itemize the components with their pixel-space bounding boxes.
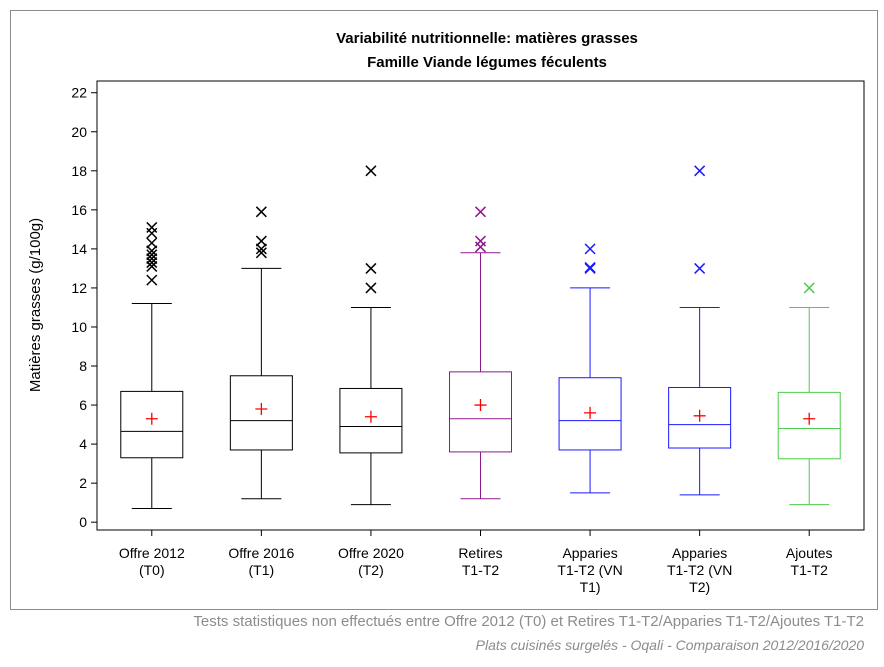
x-tick-label: T1-T2 xyxy=(791,562,829,578)
mean-marker xyxy=(584,406,597,419)
chart-subtitle: Famille Viande légumes féculents xyxy=(367,54,607,71)
mean-marker xyxy=(255,402,268,415)
x-tick-label: T1) xyxy=(580,579,601,595)
outlier-marker xyxy=(255,206,267,218)
outlier-marker xyxy=(474,241,487,253)
x-tick-label: (T1) xyxy=(249,562,275,578)
x-tick-label: Offre 2016 xyxy=(228,545,294,561)
y-tick-label: 0 xyxy=(79,514,87,530)
box-group xyxy=(777,282,841,506)
source-note: Plats cuisinés surgelés - Oqali - Compar… xyxy=(475,637,864,653)
y-tick-label: 6 xyxy=(79,397,87,413)
box-group xyxy=(449,206,512,500)
footnote: Tests statistiques non effectués entre O… xyxy=(193,613,864,630)
x-tick-label: T1-T2 (VN xyxy=(667,562,732,578)
outlier-marker xyxy=(694,262,706,274)
y-tick-label: 4 xyxy=(79,436,87,452)
outlier-marker xyxy=(146,274,158,286)
x-tick-label: T1-T2 (VN xyxy=(557,562,622,578)
iqr-box xyxy=(558,377,622,451)
outlier-marker xyxy=(694,165,706,177)
outlier-marker xyxy=(146,245,158,257)
outlier-marker xyxy=(146,260,158,272)
box-group xyxy=(558,243,622,494)
outlier-marker xyxy=(146,249,158,261)
y-tick-label: 22 xyxy=(71,85,87,101)
x-tick-label: Apparies xyxy=(672,545,727,561)
outlier-marker xyxy=(365,282,377,294)
outlier-marker xyxy=(365,165,377,177)
outlier-marker xyxy=(146,237,158,249)
outlier-marker xyxy=(474,206,487,218)
box-group xyxy=(339,165,403,506)
y-axis-label: Matières grasses (g/100g) xyxy=(27,218,44,392)
y-tick-label: 10 xyxy=(71,319,87,335)
iqr-box xyxy=(668,386,732,449)
outlier-marker xyxy=(146,227,158,239)
mean-marker xyxy=(145,412,158,425)
y-tick-label: 14 xyxy=(71,241,87,257)
box-plot-chart: Variabilité nutritionnelle: matières gra… xyxy=(27,30,865,595)
iqr-box xyxy=(120,390,184,459)
y-tick-label: 2 xyxy=(79,475,87,491)
x-tick-label: Ajoutes xyxy=(786,545,833,561)
iqr-box xyxy=(777,391,841,460)
boxes xyxy=(120,165,841,510)
outlier-marker xyxy=(803,282,815,294)
outlier-marker xyxy=(584,243,596,255)
outlier-marker xyxy=(365,262,377,274)
x-tick-label: Apparies xyxy=(562,545,617,561)
y-tick-label: 16 xyxy=(71,202,87,218)
x-tick-label: (T0) xyxy=(139,562,165,578)
y-tick-label: 8 xyxy=(79,358,87,374)
x-tick-label: T1-T2 xyxy=(462,562,500,578)
mean-marker xyxy=(474,399,487,412)
x-tick-label: Offre 2012 xyxy=(119,545,185,561)
y-axis: 0 2 4 6 8 10 12 14 16 18 20 22 xyxy=(71,85,97,530)
outlier-marker xyxy=(255,247,267,259)
mean-marker xyxy=(364,410,377,423)
chart-frame xyxy=(10,10,878,610)
outlier-marker xyxy=(584,261,596,273)
outlier-marker xyxy=(474,235,487,247)
x-tick-label: Retires xyxy=(458,545,502,561)
mean-marker xyxy=(803,412,816,425)
y-tick-label: 20 xyxy=(71,124,87,140)
outlier-marker xyxy=(255,235,267,247)
y-tick-label: 18 xyxy=(71,163,87,179)
outlier-marker xyxy=(255,243,267,255)
outlier-marker xyxy=(146,257,158,269)
outlier-marker xyxy=(146,221,158,233)
y-tick-label: 12 xyxy=(71,280,87,296)
x-axis: Offre 2012(T0) Offre 2016(T1) Offre 2020(T… xyxy=(119,530,833,595)
box-group xyxy=(120,221,184,510)
x-tick-label: (T2) xyxy=(358,562,384,578)
iqr-box xyxy=(339,387,403,454)
iqr-box xyxy=(229,375,293,451)
x-tick-label: Offre 2020 xyxy=(338,545,404,561)
x-tick-label: T2) xyxy=(689,579,710,595)
chart-title: Variabilité nutritionnelle: matières gra… xyxy=(336,30,638,47)
mean-marker xyxy=(693,409,706,422)
box-group xyxy=(668,165,732,496)
iqr-box xyxy=(449,371,512,453)
box-group xyxy=(229,206,293,500)
outlier-marker xyxy=(146,253,158,265)
